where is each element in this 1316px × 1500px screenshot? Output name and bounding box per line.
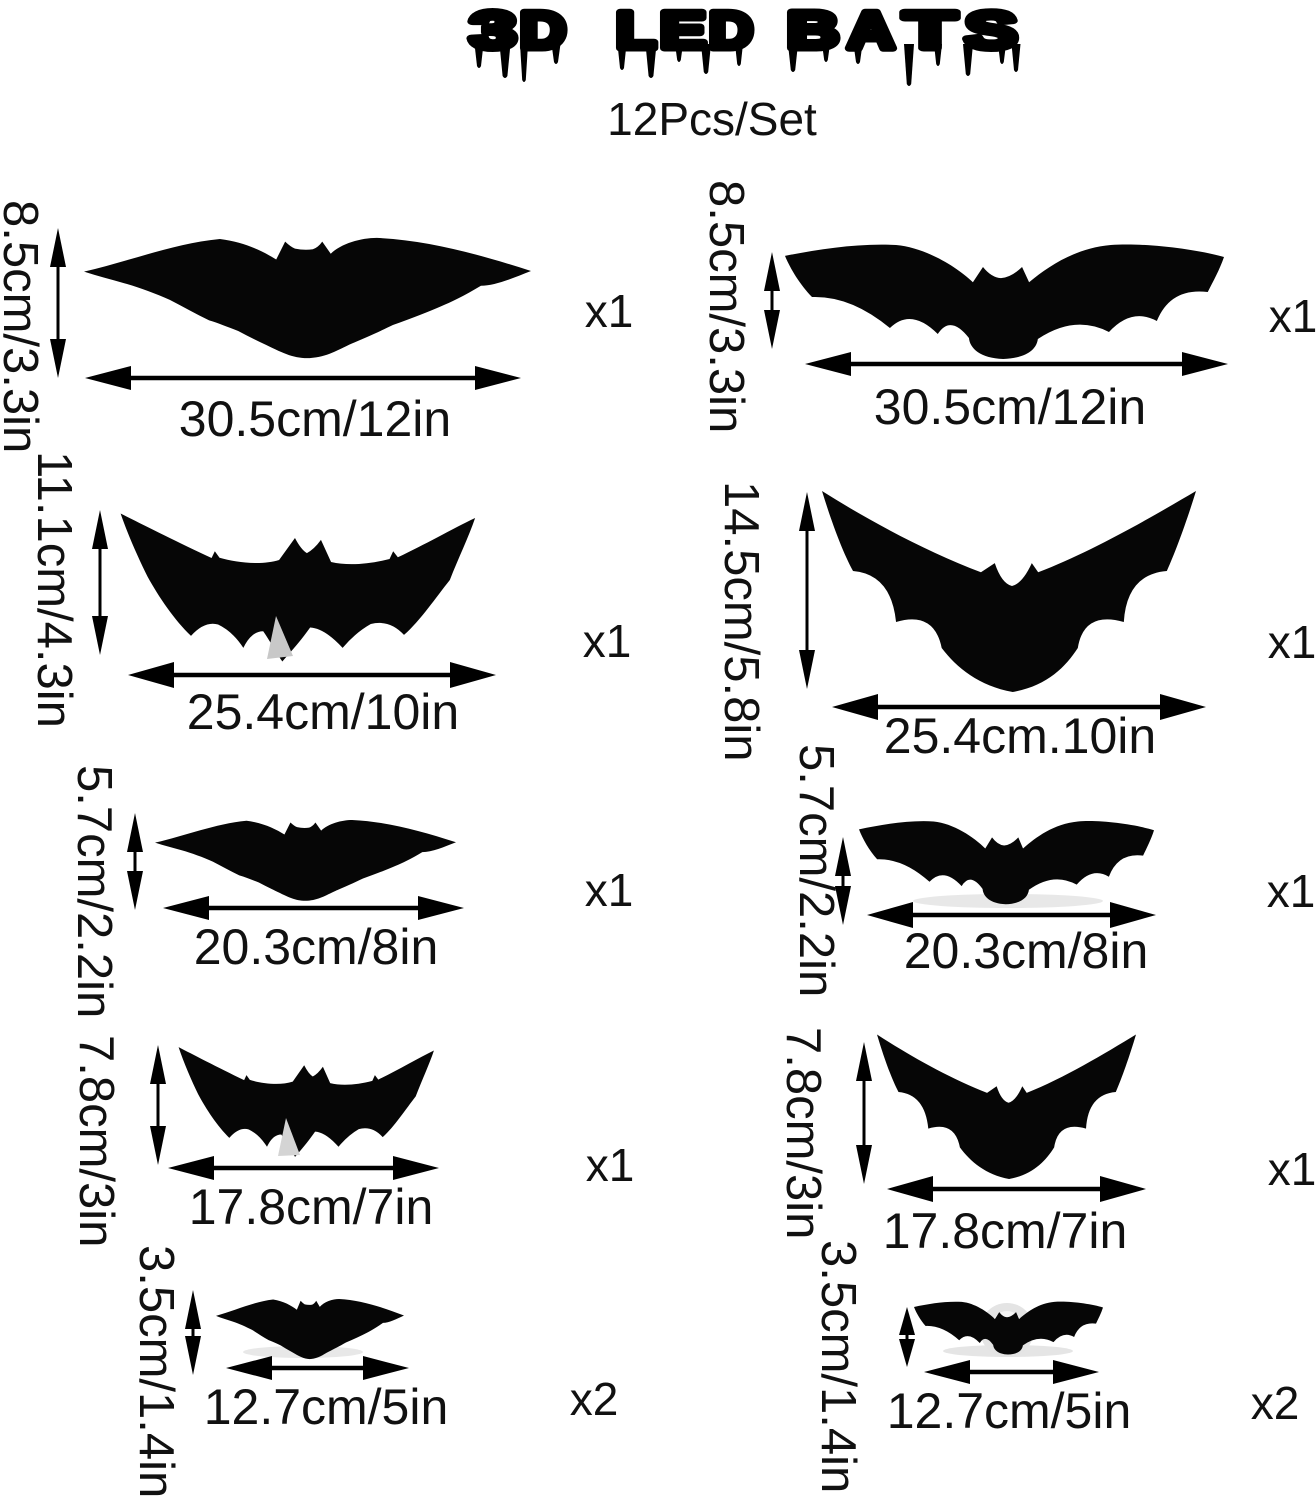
- svg-text:12Pcs/Set: 12Pcs/Set: [607, 93, 817, 145]
- svg-text:x1: x1: [585, 864, 634, 916]
- svg-text:12.7cm/5in: 12.7cm/5in: [887, 1383, 1132, 1439]
- svg-text:30.5cm/12in: 30.5cm/12in: [179, 391, 451, 447]
- svg-text:20.3cm/8in: 20.3cm/8in: [904, 923, 1149, 979]
- svg-text:5.7cm/2.2in: 5.7cm/2.2in: [789, 744, 843, 997]
- svg-text:25.4cm/10in: 25.4cm/10in: [187, 684, 459, 740]
- svg-text:3: 3: [470, 2, 516, 60]
- svg-text:S: S: [965, 2, 1017, 60]
- svg-text:x1: x1: [585, 285, 634, 337]
- svg-text:12.7cm/5in: 12.7cm/5in: [204, 1379, 449, 1435]
- svg-text:x1: x1: [1268, 1143, 1316, 1195]
- svg-text:x1: x1: [1267, 865, 1316, 917]
- svg-text:20.3cm/8in: 20.3cm/8in: [194, 919, 439, 975]
- svg-text:5.7cm/2.2in: 5.7cm/2.2in: [67, 765, 121, 1018]
- svg-text:3.5cm/1.4in: 3.5cm/1.4in: [811, 1240, 865, 1493]
- svg-text:A: A: [848, 2, 895, 60]
- svg-text:17.8cm/7in: 17.8cm/7in: [883, 1203, 1128, 1259]
- svg-text:x1: x1: [1269, 290, 1316, 342]
- svg-text:14.5cm/5.8in: 14.5cm/5.8in: [714, 481, 768, 762]
- svg-text:8.5cm/3.3in: 8.5cm/3.3in: [0, 200, 47, 453]
- svg-text:x2: x2: [1251, 1377, 1300, 1429]
- svg-text:x1: x1: [583, 615, 632, 667]
- svg-text:7.8cm/3in: 7.8cm/3in: [69, 1035, 123, 1247]
- svg-text:30.5cm/12in: 30.5cm/12in: [874, 379, 1146, 435]
- svg-text:x1: x1: [586, 1139, 635, 1191]
- svg-text:3.5cm/1.4in: 3.5cm/1.4in: [129, 1245, 183, 1498]
- svg-text:D: D: [709, 2, 753, 60]
- svg-text:25.4cm.10in: 25.4cm.10in: [884, 708, 1156, 764]
- svg-text:17.8cm/7in: 17.8cm/7in: [189, 1179, 434, 1235]
- svg-text:8.5cm/3.3in: 8.5cm/3.3in: [699, 180, 753, 433]
- svg-text:E: E: [660, 2, 706, 60]
- svg-text:x2: x2: [570, 1373, 619, 1425]
- svg-text:x1: x1: [1268, 616, 1316, 668]
- svg-text:11.1cm/4.3in: 11.1cm/4.3in: [27, 451, 81, 728]
- svg-text:7.8cm/3in: 7.8cm/3in: [776, 1027, 830, 1239]
